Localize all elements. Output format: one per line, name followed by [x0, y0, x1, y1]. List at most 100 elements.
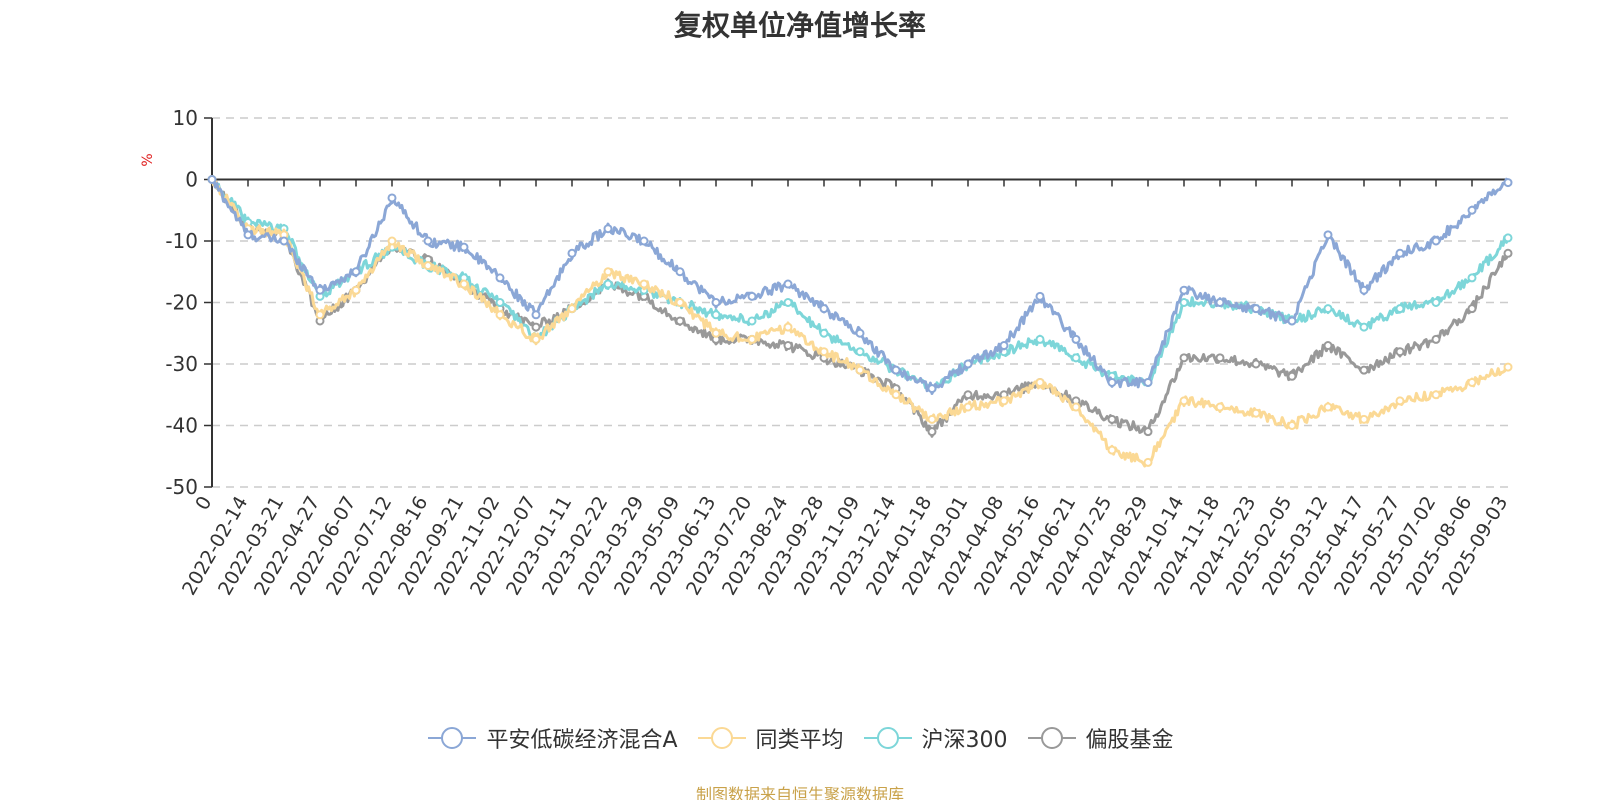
data-point — [819, 304, 829, 314]
data-point — [459, 242, 469, 252]
chart-title: 复权单位净值增长率 — [673, 9, 926, 42]
y-tick-label: 10 — [173, 106, 198, 130]
data-point — [1431, 390, 1441, 400]
y-axis-unit-label: % — [140, 153, 156, 166]
data-point — [1431, 334, 1441, 344]
data-point — [1143, 427, 1153, 437]
data-point — [495, 298, 505, 307]
data-point — [1359, 285, 1369, 295]
data-point — [783, 341, 793, 351]
data-point — [675, 298, 685, 307]
data-point — [603, 224, 613, 234]
y-tick-label: 0 — [185, 168, 198, 192]
data-point — [1395, 304, 1405, 314]
legend-label: 平安低碳经济混合A — [486, 728, 678, 753]
data-point — [207, 175, 217, 184]
data-point — [1071, 334, 1081, 344]
legend-item[interactable]: 偏股基金 — [1026, 722, 1174, 754]
data-point — [999, 396, 1009, 406]
data-point — [711, 310, 721, 320]
data-point — [351, 285, 361, 295]
legend-label: 偏股基金 — [1085, 728, 1174, 753]
data-point — [1179, 298, 1189, 307]
y-tick-label: -40 — [165, 414, 198, 438]
data-point — [1215, 353, 1225, 363]
data-point — [1287, 316, 1297, 326]
data-point — [567, 304, 577, 314]
data-point — [747, 291, 757, 301]
data-point — [1359, 322, 1369, 332]
series-line-1 — [210, 179, 1510, 468]
legend-line-circle-icon — [697, 727, 746, 749]
data-point — [1035, 291, 1045, 301]
data-point — [1143, 377, 1153, 387]
y-tick-label: -10 — [165, 229, 198, 253]
data-point — [855, 347, 865, 357]
data-point — [1179, 353, 1189, 363]
source-note: 制图数据来自恒生聚源数据库 — [695, 785, 904, 800]
data-point — [459, 279, 469, 289]
data-point — [819, 347, 829, 357]
data-point — [747, 316, 757, 326]
data-point — [279, 236, 289, 246]
data-point — [1431, 236, 1441, 246]
data-point — [1503, 178, 1513, 188]
data-point — [711, 328, 721, 338]
data-point — [1071, 402, 1081, 412]
data-point — [1467, 377, 1477, 387]
data-point — [675, 316, 685, 326]
data-point — [1251, 359, 1261, 369]
data-point — [1107, 445, 1117, 455]
data-point — [1467, 273, 1477, 283]
data-point — [1035, 334, 1045, 344]
chart-legend: 平安低碳经济混合A 同类平均 沪深300 偏股基金 — [0, 722, 1600, 754]
data-point — [1503, 362, 1513, 372]
data-point — [1395, 347, 1405, 357]
data-point — [1467, 304, 1477, 314]
y-tick-label: -30 — [165, 352, 198, 376]
data-point — [1107, 377, 1117, 387]
data-point — [243, 230, 253, 240]
data-point — [1359, 414, 1369, 424]
data-point — [963, 390, 973, 400]
data-point — [603, 279, 613, 289]
data-point — [1503, 248, 1513, 258]
data-point — [1035, 377, 1045, 387]
data-point — [495, 273, 505, 283]
data-point — [1323, 341, 1333, 351]
data-point — [1323, 304, 1333, 314]
data-point — [855, 328, 865, 338]
data-point — [1467, 205, 1477, 215]
data-point — [819, 328, 829, 338]
legend-item[interactable]: 平安低碳经济混合A — [426, 722, 678, 754]
data-point — [963, 402, 973, 412]
data-point — [1107, 414, 1117, 424]
legend-item[interactable]: 沪深300 — [862, 722, 1008, 754]
data-point — [567, 248, 577, 258]
data-point — [1287, 421, 1297, 430]
data-point — [1287, 371, 1297, 381]
legend-item[interactable]: 同类平均 — [696, 722, 844, 754]
data-point — [1251, 304, 1261, 314]
legend-line-circle-icon — [1027, 727, 1076, 749]
data-point — [711, 298, 721, 307]
data-point — [315, 310, 325, 320]
data-point — [891, 365, 901, 375]
data-point — [1395, 248, 1405, 258]
data-point — [783, 279, 793, 289]
data-point — [1179, 285, 1189, 295]
data-point — [531, 322, 541, 332]
data-point — [783, 298, 793, 307]
data-point — [1215, 298, 1225, 307]
data-point — [747, 334, 757, 344]
legend-line-circle-icon — [428, 727, 477, 749]
data-point — [927, 427, 937, 437]
data-point — [1503, 233, 1513, 243]
y-tick-label: -20 — [165, 291, 198, 315]
data-point — [351, 267, 361, 277]
data-point — [1179, 396, 1189, 406]
legend-label: 沪深300 — [921, 728, 1008, 753]
data-point — [927, 384, 937, 394]
